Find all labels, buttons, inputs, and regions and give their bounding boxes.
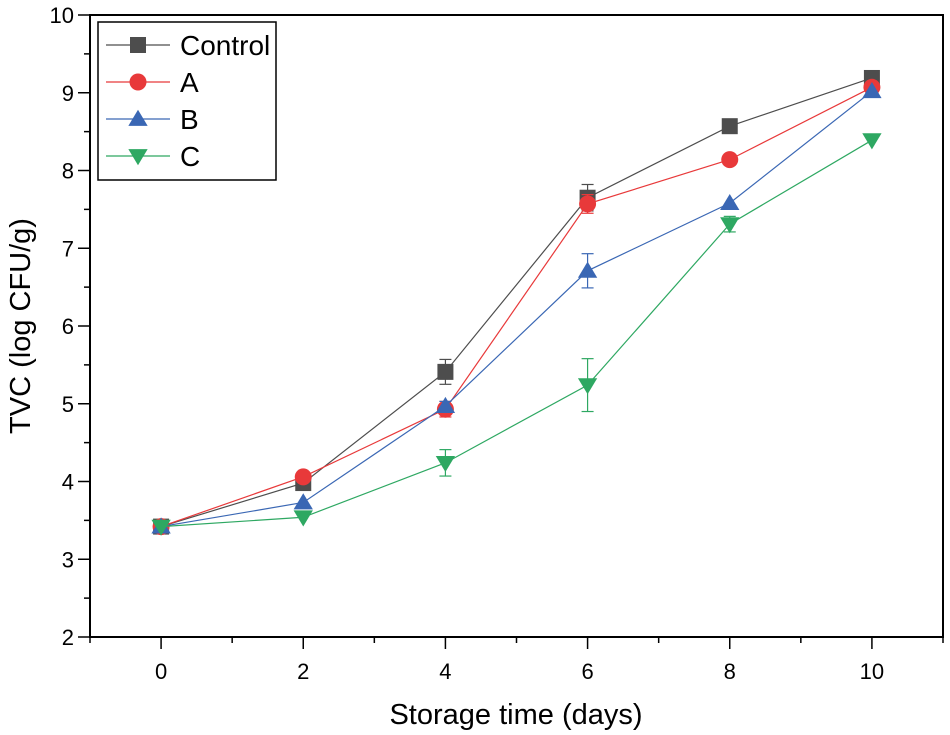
y-tick-label: 5 (62, 392, 74, 417)
y-tick-label: 4 (62, 470, 74, 495)
legend-entry-a: A (106, 67, 199, 98)
legend-entry-control: Control (106, 30, 270, 61)
legend-label: B (180, 104, 199, 135)
data-point (721, 118, 738, 135)
data-point (579, 195, 597, 213)
y-axis-label: TVC (log CFU/g) (5, 218, 37, 434)
data-point (720, 193, 740, 211)
series-line (160, 86, 873, 528)
legend-label: C (180, 141, 200, 172)
y-tick-label: 7 (62, 236, 74, 261)
data-point (721, 151, 739, 169)
series-c (151, 133, 882, 536)
series-line (160, 90, 873, 528)
legend-label: A (180, 67, 199, 98)
x-tick-label: 4 (439, 659, 451, 684)
y-tick-label: 3 (62, 547, 74, 572)
legend-marker (129, 73, 147, 91)
x-tick-label: 6 (581, 659, 593, 684)
legend-marker (130, 37, 146, 53)
data-point (577, 261, 598, 278)
data-point (151, 519, 171, 536)
y-tick-label: 2 (62, 625, 74, 650)
data-point (577, 378, 598, 395)
legend-box (97, 21, 277, 181)
x-axis-label: Storage time (days) (389, 699, 642, 731)
series-line (160, 77, 873, 528)
legend-marker (128, 109, 148, 126)
x-tick-label: 10 (860, 659, 884, 684)
legend-entry-b: B (106, 104, 199, 135)
y-tick-label: 10 (50, 3, 74, 28)
data-point (862, 133, 882, 150)
legend-entry-c: C (106, 141, 200, 172)
data-point (862, 81, 882, 99)
x-tick-label: 0 (155, 659, 167, 684)
y-tick-label: 8 (62, 159, 74, 184)
data-point (437, 363, 454, 380)
y-tick-label: 9 (62, 81, 74, 106)
data-point (293, 510, 313, 527)
data-point (435, 455, 456, 473)
legend-marker (128, 149, 148, 166)
series-layer (151, 69, 882, 536)
x-axis: 0 2 4 6 8 10 (89, 637, 944, 684)
data-point (720, 217, 740, 234)
legend-label: Control (180, 30, 270, 61)
y-axis: 2 3 4 5 6 7 8 9 10 (50, 3, 90, 650)
legend: Control ABC (97, 21, 277, 181)
x-tick-label: 2 (297, 659, 309, 684)
data-point (294, 468, 312, 486)
data-point (435, 396, 456, 413)
y-tick-label: 6 (62, 314, 74, 339)
x-tick-label: 8 (724, 659, 736, 684)
series-line (161, 139, 873, 528)
data-point (293, 493, 313, 510)
